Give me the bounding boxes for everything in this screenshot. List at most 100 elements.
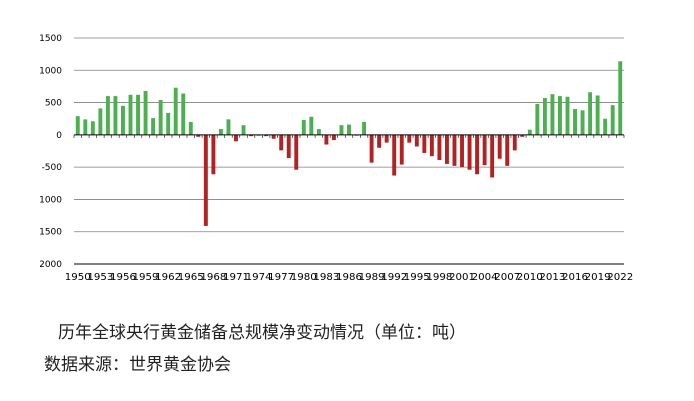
x-tick-label: 1950 [65, 272, 91, 283]
y-tick-label: 1500 [40, 34, 62, 44]
bar-1951 [83, 119, 88, 135]
bar-1984 [331, 134, 336, 141]
bar-2013 [550, 94, 555, 135]
bar-1958 [136, 94, 140, 135]
x-tick-label: 1977 [268, 272, 294, 283]
bar-1955 [113, 96, 118, 135]
x-tick-label: 2019 [585, 272, 611, 283]
bar-1957 [128, 94, 133, 135]
bar-2002 [467, 134, 472, 170]
bar-2015 [565, 96, 570, 135]
bar-1980 [301, 120, 306, 135]
bar-1994 [407, 134, 412, 143]
bar-1963 [173, 87, 178, 135]
x-tick-label: 1983 [313, 272, 339, 283]
chart-caption-source: 数据来源：世界黄金协会 [44, 355, 231, 375]
bar-2008 [512, 134, 517, 151]
x-tick-label: 2004 [472, 272, 498, 283]
x-tick-label: 1965 [178, 272, 204, 283]
x-tick-label: 1974 [246, 272, 272, 283]
bar-1966 [196, 134, 201, 137]
bar-1973 [249, 134, 254, 137]
bar-1998 [437, 134, 442, 161]
x-tick-label: 1989 [359, 272, 385, 283]
bar-1982 [316, 129, 321, 135]
bar-1965 [188, 121, 193, 135]
x-tick-label: 2013 [539, 272, 565, 283]
x-tick-label: 1956 [110, 272, 136, 283]
y-tick-label: -2000 [40, 260, 62, 270]
bar-2019 [595, 95, 600, 135]
y-axis-ticks: 1500 1000 500 0 -500 -1000 -1500 -2000 [40, 34, 62, 270]
chart-frame: 1500 1000 500 0 -500 -1000 -1500 -2000 19501953… [40, 24, 650, 292]
bar-2006 [497, 134, 502, 159]
bar-2018 [588, 92, 593, 135]
bar-1990 [377, 134, 382, 148]
bar-1975 [264, 134, 269, 137]
y-tick-label: -500 [42, 163, 63, 173]
x-tick-label: 1998 [426, 272, 452, 283]
bar-1971 [234, 134, 238, 142]
y-tick-label: -1500 [40, 228, 62, 238]
bar-2000 [452, 134, 457, 166]
bar-1996 [422, 134, 427, 153]
bar-1952 [90, 121, 95, 135]
x-tick-label: 1992 [381, 272, 407, 283]
bar-1969 [218, 129, 223, 135]
y-tick-label: -1000 [40, 195, 62, 205]
bar-1978 [286, 134, 291, 159]
bar-1991 [384, 134, 389, 143]
bar-2007 [505, 134, 510, 166]
bar-1972 [241, 125, 246, 135]
bars [75, 61, 623, 226]
chart-caption-title: 历年全球央行黄金储备总规模净变动情况（单位：吨） [58, 323, 466, 343]
x-axis-ticks: 1950195319561959196219651968197119741977… [65, 272, 633, 283]
bar-1962 [166, 112, 171, 135]
bar-1981 [309, 116, 314, 135]
bar-1985 [339, 125, 344, 135]
bar-1964 [181, 93, 186, 135]
y-tick-label: 0 [56, 131, 62, 141]
bar-2012 [542, 98, 547, 135]
bar-1956 [121, 105, 125, 135]
bar-1983 [324, 134, 329, 145]
bar-2020 [603, 118, 608, 135]
bar-1968 [211, 134, 216, 175]
bar-1953 [98, 108, 103, 135]
bar-1986 [347, 124, 351, 135]
bar-2017 [580, 110, 585, 135]
bar-1976 [271, 134, 276, 139]
bar-1977 [279, 134, 284, 151]
bar-2021 [610, 105, 615, 135]
bar-2009 [520, 134, 525, 137]
bar-1993 [399, 134, 404, 165]
grid-lines [74, 37, 624, 265]
bar-1954 [105, 96, 110, 135]
y-tick-label: 1000 [40, 66, 62, 76]
x-tick-label: 1953 [87, 272, 113, 283]
x-tick-label: 2016 [562, 272, 588, 283]
bar-2003 [475, 134, 480, 175]
x-tick-label: 1971 [223, 272, 249, 283]
x-tick-label: 2022 [607, 272, 633, 283]
x-tick-label: 1962 [155, 272, 181, 283]
axes [73, 134, 625, 265]
bar-1989 [369, 134, 374, 163]
bar-2001 [460, 134, 464, 168]
bar-1997 [429, 134, 434, 157]
x-tick-label: 1986 [336, 272, 362, 283]
bar-2022 [618, 61, 623, 135]
bar-2004 [482, 134, 487, 166]
bar-1979 [294, 134, 299, 170]
y-tick-label: 500 [45, 99, 62, 109]
x-tick-label: 1995 [404, 272, 430, 283]
x-tick-label: 2007 [494, 272, 520, 283]
x-tick-label: 1968 [200, 272, 226, 283]
bar-1988 [362, 121, 367, 135]
bar-chart: 1500 1000 500 0 -500 -1000 -1500 -2000 19501953… [40, 34, 633, 283]
bar-1970 [226, 119, 231, 135]
x-tick-label: 1959 [133, 272, 159, 283]
x-tick-label: 2001 [449, 272, 475, 283]
bar-1999 [444, 134, 449, 164]
bar-1960 [151, 118, 156, 135]
